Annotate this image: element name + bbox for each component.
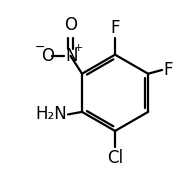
Text: O: O xyxy=(41,47,54,65)
Text: N: N xyxy=(65,47,78,65)
Text: F: F xyxy=(163,61,173,79)
Text: −: − xyxy=(35,41,45,54)
Text: +: + xyxy=(74,43,83,53)
Text: Cl: Cl xyxy=(107,149,123,167)
Text: H₂N: H₂N xyxy=(35,105,67,123)
Text: F: F xyxy=(110,19,120,37)
Text: O: O xyxy=(64,16,77,34)
